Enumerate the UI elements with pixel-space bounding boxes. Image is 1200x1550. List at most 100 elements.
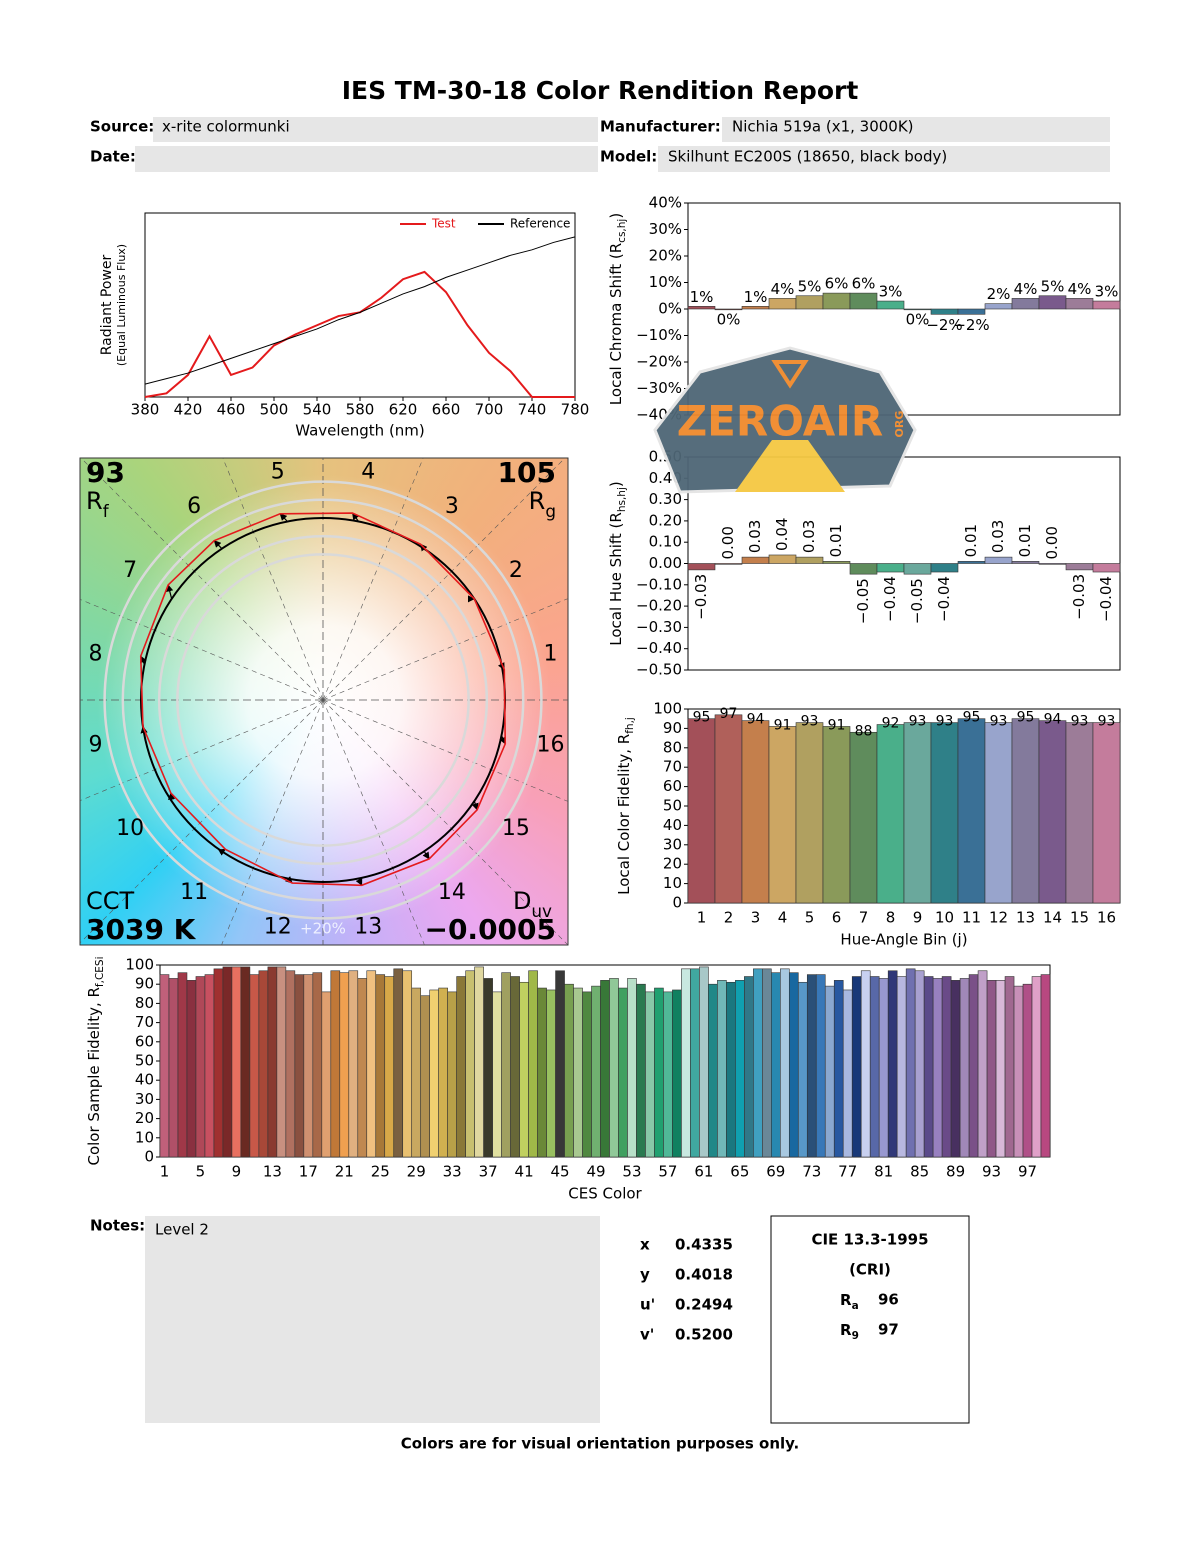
x-tick-label: 15 — [1070, 909, 1089, 927]
value-label: 93 — [1071, 714, 1089, 730]
bar — [977, 970, 988, 1158]
bar — [957, 561, 986, 564]
legend-label: Reference — [510, 217, 570, 231]
bar — [717, 980, 727, 1158]
value-label: 0.01 — [962, 524, 980, 557]
value-label: 94 — [747, 712, 765, 728]
x-tick-label: 1 — [160, 1163, 170, 1181]
y-axis-label: Local Hue Shift (Rhs,hj) — [607, 481, 629, 645]
y-tick-label: −0.20 — [636, 597, 682, 615]
x-tick-label: 53 — [622, 1163, 641, 1181]
cri-box — [770, 1215, 970, 1424]
x-tick-label: 37 — [479, 1163, 498, 1181]
x-tick-label: 73 — [802, 1163, 821, 1181]
bar — [714, 563, 743, 565]
bar — [860, 970, 871, 1158]
bar — [876, 300, 905, 310]
shift-arrow — [167, 792, 176, 802]
hue-bin-divider — [221, 699, 324, 945]
bar — [959, 978, 970, 1158]
hue-bin-divider — [322, 458, 566, 701]
x-tick-label: 49 — [586, 1163, 605, 1181]
shift-arrow — [213, 540, 223, 550]
bar — [687, 563, 716, 571]
bar — [375, 974, 386, 1158]
bar — [714, 308, 743, 311]
bar — [267, 966, 278, 1158]
bar — [822, 726, 851, 904]
x-axis-label: CES Color — [568, 1185, 642, 1203]
coord-label: y — [640, 1266, 650, 1284]
y-tick-label: 20 — [663, 855, 682, 873]
plot-area — [144, 212, 576, 398]
watermark-icon — [771, 360, 809, 389]
cri-symbol: R9 — [840, 1321, 859, 1343]
coord-label: u' — [640, 1296, 655, 1314]
bar — [195, 976, 206, 1158]
bar — [429, 989, 439, 1158]
footer-note: Colors are for visual orientation purpos… — [401, 1435, 800, 1453]
field-value: Skilhunt EC200S (18650, black body) — [668, 148, 947, 166]
x-tick-label: 85 — [910, 1163, 929, 1181]
x-tick-label: 41 — [515, 1163, 534, 1181]
bar — [411, 987, 422, 1158]
field-box — [722, 117, 1110, 142]
value-label: 0.00 — [1043, 526, 1061, 559]
y-tick-label: 100 — [653, 700, 682, 718]
duv-value: −0.0005 — [424, 913, 556, 946]
value-label: 94 — [1044, 712, 1062, 728]
bar — [869, 976, 880, 1158]
bar — [1092, 722, 1121, 904]
bar — [1038, 295, 1067, 310]
hue-bin-label: 12 — [264, 915, 292, 940]
bar — [699, 966, 709, 1158]
value-label: 3% — [879, 283, 903, 301]
hue-bin-label: 13 — [354, 915, 382, 940]
bar — [312, 972, 323, 1158]
hue-bin-divider — [80, 599, 324, 701]
bar — [330, 970, 341, 1158]
bar — [768, 554, 797, 564]
hue-bin-divider — [322, 699, 568, 945]
value-label: 0.00 — [719, 526, 737, 559]
cri-symbol-main: R — [840, 1291, 852, 1309]
y-tick-label: 80 — [135, 994, 154, 1012]
y-tick-label: 40 — [135, 1071, 154, 1089]
bar — [957, 308, 986, 315]
hue-bin-label: 3 — [445, 494, 459, 519]
field-value: x-rite colormunki — [162, 118, 290, 136]
y-axis-label-text: Local Hue Shift (R — [607, 512, 625, 646]
bar — [1013, 985, 1024, 1158]
value-label: 93 — [909, 714, 927, 730]
y-tick-label: 30 — [663, 835, 682, 853]
x-tick-label: 5 — [805, 909, 815, 927]
value-label: 1% — [690, 288, 714, 306]
y-tick-label: 10% — [649, 273, 682, 291]
y-tick-label: 10 — [135, 1128, 154, 1146]
duv-label: Duv — [513, 887, 552, 921]
bar — [186, 980, 197, 1158]
bar — [762, 968, 772, 1158]
bar — [177, 972, 188, 1158]
bar — [681, 968, 691, 1158]
bar — [690, 968, 700, 1158]
value-label: 91 — [828, 717, 846, 733]
bar — [510, 976, 520, 1158]
bar — [474, 966, 484, 1158]
x-tick-label: 13 — [1016, 909, 1035, 927]
x-tick-label: 9 — [913, 909, 923, 927]
shift-arrow — [422, 850, 430, 860]
value-label: −2% — [926, 316, 962, 334]
y-tick-label: −0.40 — [636, 639, 682, 657]
shift-arrow — [471, 800, 479, 811]
y-tick-label: 30 — [135, 1090, 154, 1108]
hue-bin-label: 11 — [180, 880, 208, 905]
bar — [741, 306, 770, 310]
x-tick-label: 7 — [859, 909, 869, 927]
bar — [903, 563, 932, 575]
x-tick-label: 93 — [982, 1163, 1001, 1181]
rg-label: Rg — [529, 487, 556, 521]
rf-value: 93 — [86, 456, 125, 489]
field-box — [135, 146, 598, 172]
x-tick-label: 33 — [443, 1163, 462, 1181]
